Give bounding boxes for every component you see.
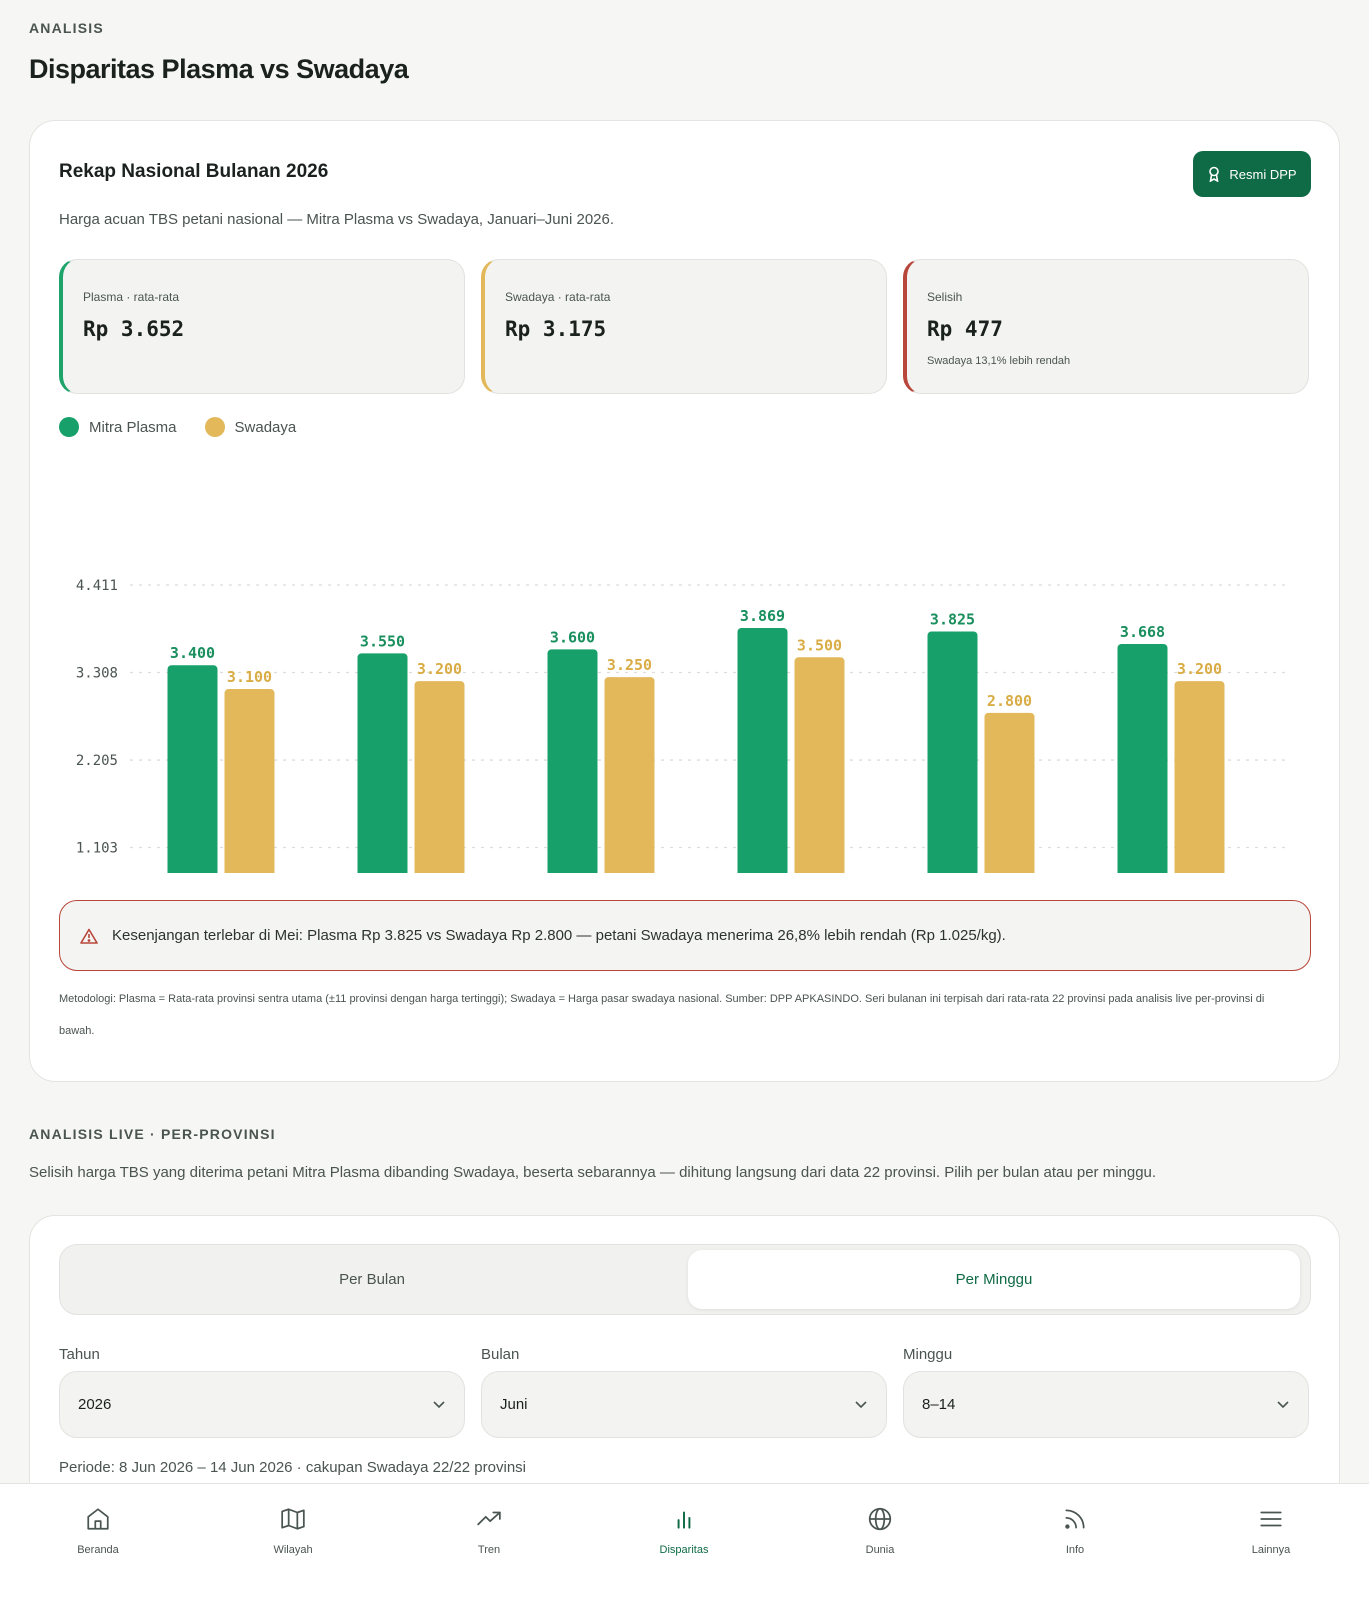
- nav-item-dunia[interactable]: Dunia: [820, 1506, 940, 1556]
- kpi-label: Selisih: [927, 290, 963, 304]
- nav-label: Lainnya: [1251, 1544, 1291, 1556]
- trend-icon: [477, 1511, 501, 1526]
- nav-item-disparitas[interactable]: Disparitas: [624, 1506, 744, 1556]
- y-tick-label: 4.411: [76, 578, 118, 594]
- kpi-label: Plasma · rata-rata: [83, 290, 180, 304]
- bar-chart: 01.1032.2053.3084.4113.4003.100Jan3.5503…: [76, 578, 1290, 873]
- legend-label: Swadaya: [234, 418, 297, 436]
- data-label: 3.668: [1120, 623, 1165, 641]
- live-description: Selisih harga TBS yang diterima petani M…: [29, 1164, 1157, 1181]
- live-card: Per Bulan Per Minggu Tahun 2026 Bulan Ju…: [29, 1215, 1340, 1535]
- kpi-swadaya: Swadaya · rata-rata Rp 3.175: [481, 259, 887, 394]
- tahun-select[interactable]: 2026: [59, 1371, 465, 1438]
- page-title: Disparitas Plasma vs Swadaya: [29, 54, 409, 84]
- chevron-down-icon: [433, 1401, 445, 1409]
- nav-item-lainnya[interactable]: Lainnya: [1211, 1506, 1331, 1556]
- field-label-bulan: Bulan: [481, 1346, 520, 1363]
- data-label: 2.800: [987, 692, 1032, 710]
- data-label: 3.250: [607, 656, 652, 674]
- data-label: 3.100: [227, 668, 272, 686]
- data-label: 3.825: [930, 610, 975, 628]
- kpi-selisih: Selisih Rp 477 Swadaya 13,1% lebih renda…: [903, 259, 1309, 394]
- legend-swatch: [59, 417, 79, 437]
- live-eyebrow: ANALISIS LIVE · PER-PROVINSI: [29, 1126, 276, 1142]
- bar-swadaya: [984, 712, 1035, 873]
- y-tick-label: 3.308: [76, 666, 118, 682]
- select-value: Juni: [500, 1396, 528, 1413]
- data-label: 3.600: [550, 628, 595, 646]
- resmi-badge[interactable]: Resmi DPP: [1193, 151, 1311, 197]
- bar-plasma: [737, 628, 788, 873]
- legend-item-swadaya: Swadaya: [204, 417, 297, 437]
- field-label-tahun: Tahun: [59, 1346, 100, 1363]
- section-eyebrow: ANALISIS: [29, 20, 104, 36]
- bar-swadaya: [1174, 681, 1225, 873]
- nav-label: Beranda: [77, 1544, 119, 1556]
- nav-label: Tren: [477, 1544, 501, 1556]
- kpi-plasma: Plasma · rata-rata Rp 3.652: [59, 259, 465, 394]
- home-icon: [87, 1508, 109, 1530]
- data-label: 3.400: [170, 644, 215, 662]
- data-label: 3.200: [417, 660, 462, 678]
- bar-plasma: [927, 631, 978, 873]
- nav-item-wilayah[interactable]: Wilayah: [233, 1506, 353, 1556]
- kpi-note: Swadaya 13,1% lebih rendah: [927, 355, 1071, 367]
- nav-label: Wilayah: [273, 1544, 313, 1556]
- rekap-card: Rekap Nasional Bulanan 2026 Resmi DPP Ha…: [29, 120, 1340, 1082]
- widest-gap-alert: Kesenjangan terlebar di Mei: Plasma Rp 3…: [59, 900, 1311, 971]
- period-text: Periode: 8 Jun 2026 – 14 Jun 2026 · caku…: [59, 1459, 526, 1476]
- bar-swadaya: [604, 677, 655, 873]
- bar-swadaya: [414, 681, 465, 873]
- menu-icon: [1260, 1511, 1282, 1527]
- rss-icon: [1065, 1509, 1085, 1529]
- select-value: 2026: [78, 1396, 112, 1413]
- bar-swadaya: [794, 657, 845, 873]
- bar-plasma: [1117, 643, 1168, 873]
- nav-item-info[interactable]: Info: [1015, 1506, 1135, 1556]
- legend-item-plasma: Mitra Plasma: [59, 417, 177, 437]
- methodology-note: Metodologi: Plasma = Rata-rata provinsi …: [59, 993, 1265, 1037]
- bar-chart-icon: [677, 1511, 691, 1529]
- badge-label: Resmi DPP: [1229, 166, 1297, 182]
- kpi-value: Rp 477: [927, 317, 1003, 341]
- chevron-down-icon: [1277, 1401, 1289, 1409]
- minggu-select[interactable]: 8–14: [903, 1371, 1309, 1438]
- select-value: 8–14: [922, 1396, 956, 1413]
- legend-swatch: [204, 417, 225, 437]
- tab-per-minggu[interactable]: Per Minggu: [688, 1250, 1300, 1309]
- alert-text: Kesenjangan terlebar di Mei: Plasma Rp 3…: [112, 927, 1006, 944]
- warning-icon: [80, 928, 98, 944]
- data-label: 3.869: [740, 607, 785, 625]
- tab-per-bulan[interactable]: Per Bulan: [339, 1271, 405, 1288]
- map-icon: [281, 1508, 305, 1530]
- bar-swadaya: [224, 689, 275, 873]
- bottom-nav: Beranda Wilayah Tren Disparitas Dunia In…: [0, 1483, 1369, 1600]
- legend-label: Mitra Plasma: [89, 418, 177, 436]
- kpi-value: Rp 3.175: [505, 317, 607, 341]
- bar-plasma: [357, 653, 408, 873]
- nav-label: Info: [1065, 1544, 1085, 1556]
- award-icon: [1209, 166, 1220, 182]
- y-tick-label: 1.103: [76, 840, 118, 856]
- nav-item-beranda[interactable]: Beranda: [38, 1506, 158, 1556]
- chevron-down-icon: [855, 1401, 867, 1409]
- bulan-select[interactable]: Juni: [481, 1371, 887, 1438]
- y-tick-label: 2.205: [76, 753, 118, 769]
- bar-plasma: [167, 665, 218, 873]
- data-label: 3.500: [797, 636, 842, 654]
- period-toggle: Per Bulan Per Minggu: [59, 1244, 1311, 1315]
- data-label: 3.550: [360, 632, 405, 650]
- rekap-subtitle: Harga acuan TBS petani nasional — Mitra …: [59, 211, 615, 228]
- kpi-label: Swadaya · rata-rata: [505, 290, 611, 304]
- nav-label: Dunia: [865, 1544, 895, 1556]
- data-label: 3.200: [1177, 660, 1222, 678]
- kpi-value: Rp 3.652: [83, 317, 185, 341]
- field-label-minggu: Minggu: [903, 1346, 953, 1363]
- nav-label: Disparitas: [659, 1544, 709, 1556]
- nav-item-tren[interactable]: Tren: [429, 1506, 549, 1556]
- globe-icon: [868, 1507, 892, 1531]
- bar-plasma: [547, 649, 598, 873]
- rekap-title: Rekap Nasional Bulanan 2026: [59, 161, 329, 182]
- chart-legend: Mitra Plasma Swadaya: [59, 417, 296, 437]
